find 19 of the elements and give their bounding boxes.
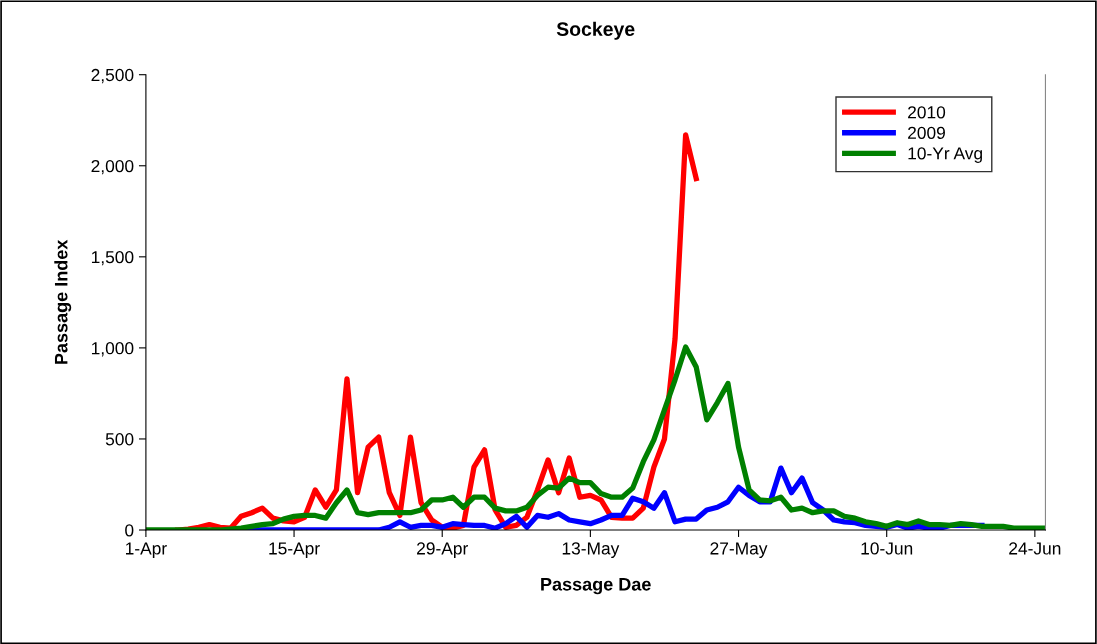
x-axis-title: Passage Dae (541, 578, 651, 595)
legend-label: 2009 (908, 126, 945, 139)
y-tick-label: 2,500 (91, 68, 134, 84)
x-tick-label: 15-Apr (269, 542, 320, 558)
chart-title: Sockeye (556, 21, 635, 40)
x-tick-label: 24-Jun (1009, 542, 1061, 555)
y-tick-label: 0 (125, 524, 134, 537)
x-tick-label: 29-Apr (417, 542, 468, 558)
y-axis-title: Passage Index (54, 239, 72, 364)
legend-label: 10-Yr Avg (908, 147, 982, 163)
y-tick-label: 1,500 (91, 250, 134, 266)
x-tick-label: 1-Apr (126, 542, 167, 558)
y-tick-label: 1,000 (91, 342, 134, 357)
x-tick-label: 13-May (562, 542, 620, 558)
legend-label: 2010 (908, 106, 946, 119)
x-tick-label: 10-Jun (861, 542, 913, 555)
y-tick-label: 500 (105, 433, 134, 446)
y-tick-label: 2,000 (91, 159, 134, 175)
x-tick-label: 27-May (710, 542, 768, 558)
